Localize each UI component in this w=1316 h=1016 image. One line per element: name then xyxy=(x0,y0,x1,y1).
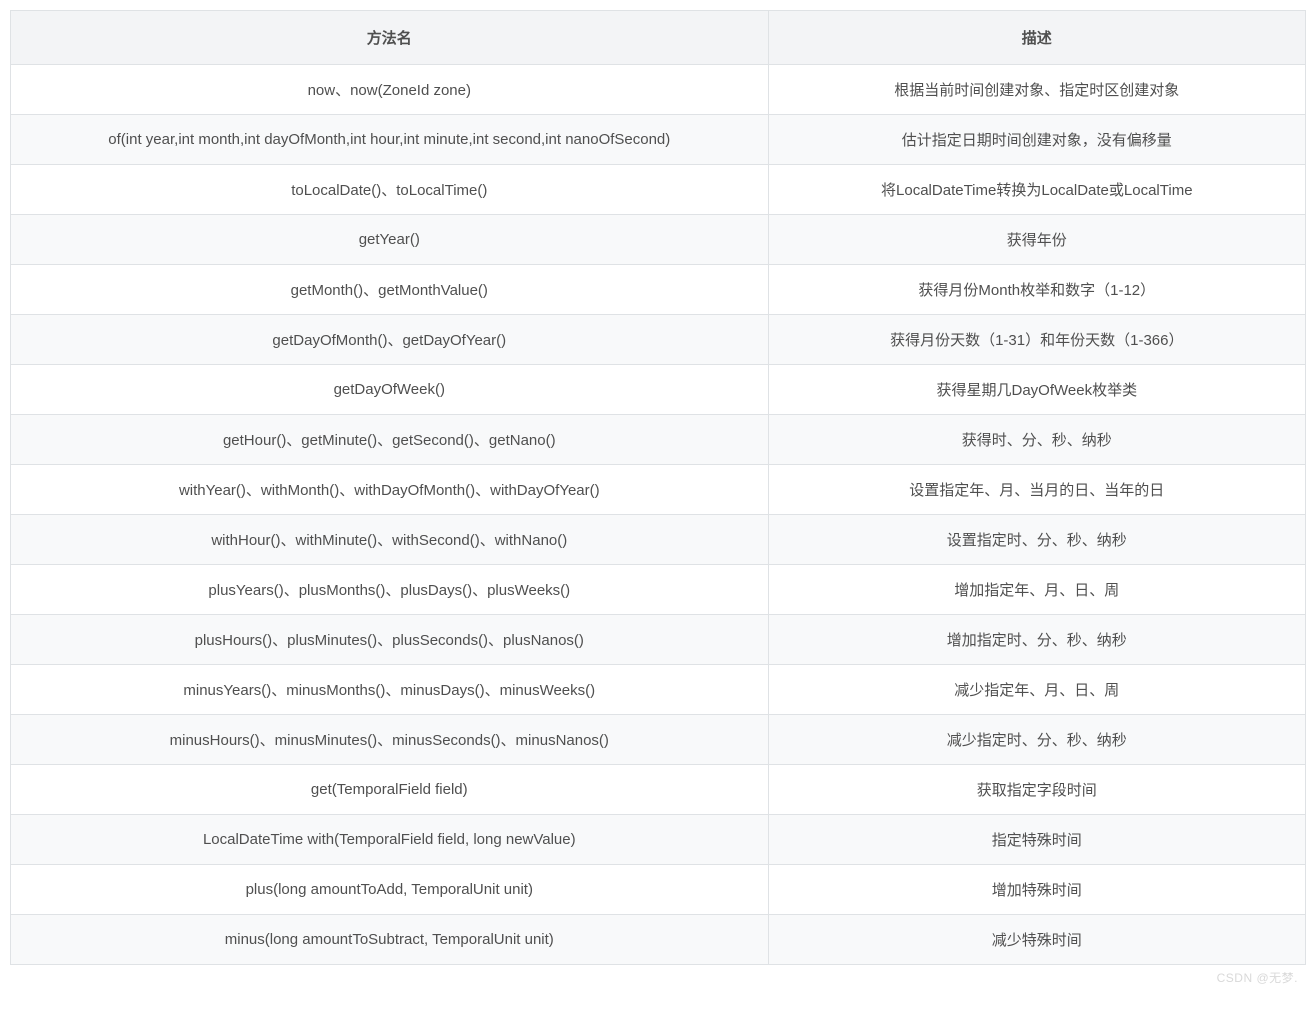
cell-description: 增加指定时、分、秒、纳秒 xyxy=(768,615,1305,665)
cell-description: 增加特殊时间 xyxy=(768,865,1305,915)
cell-method: getDayOfMonth()、getDayOfYear() xyxy=(11,315,769,365)
api-methods-table-wrapper: 方法名 描述 now、now(ZoneId zone)根据当前时间创建对象、指定… xyxy=(10,10,1306,986)
cell-description: 获得月份Month枚举和数字（1-12） xyxy=(768,265,1305,315)
cell-description: 增加指定年、月、日、周 xyxy=(768,565,1305,615)
table-row: toLocalDate()、toLocalTime()将LocalDateTim… xyxy=(11,165,1306,215)
cell-method: get(TemporalField field) xyxy=(11,765,769,815)
cell-method: minusYears()、minusMonths()、minusDays()、m… xyxy=(11,665,769,715)
cell-description: 估计指定日期时间创建对象，没有偏移量 xyxy=(768,115,1305,165)
cell-method: getMonth()、getMonthValue() xyxy=(11,265,769,315)
cell-method: getHour()、getMinute()、getSecond()、getNan… xyxy=(11,415,769,465)
cell-description: 减少特殊时间 xyxy=(768,915,1305,965)
cell-method: now、now(ZoneId zone) xyxy=(11,65,769,115)
cell-description: 获得月份天数（1-31）和年份天数（1-366） xyxy=(768,315,1305,365)
header-description: 描述 xyxy=(768,11,1305,65)
table-row: minusYears()、minusMonths()、minusDays()、m… xyxy=(11,665,1306,715)
cell-description: 指定特殊时间 xyxy=(768,815,1305,865)
cell-method: withHour()、withMinute()、withSecond()、wit… xyxy=(11,515,769,565)
cell-description: 设置指定时、分、秒、纳秒 xyxy=(768,515,1305,565)
table-row: of(int year,int month,int dayOfMonth,int… xyxy=(11,115,1306,165)
cell-method: withYear()、withMonth()、withDayOfMonth()、… xyxy=(11,465,769,515)
cell-method: toLocalDate()、toLocalTime() xyxy=(11,165,769,215)
cell-method: minus(long amountToSubtract, TemporalUni… xyxy=(11,915,769,965)
cell-description: 减少指定年、月、日、周 xyxy=(768,665,1305,715)
cell-method: of(int year,int month,int dayOfMonth,int… xyxy=(11,115,769,165)
table-row: minusHours()、minusMinutes()、minusSeconds… xyxy=(11,715,1306,765)
cell-description: 设置指定年、月、当月的日、当年的日 xyxy=(768,465,1305,515)
cell-method: plusYears()、plusMonths()、plusDays()、plus… xyxy=(11,565,769,615)
table-row: getDayOfMonth()、getDayOfYear()获得月份天数（1-3… xyxy=(11,315,1306,365)
cell-description: 获取指定字段时间 xyxy=(768,765,1305,815)
cell-description: 根据当前时间创建对象、指定时区创建对象 xyxy=(768,65,1305,115)
cell-description: 获得年份 xyxy=(768,215,1305,265)
table-row: now、now(ZoneId zone)根据当前时间创建对象、指定时区创建对象 xyxy=(11,65,1306,115)
table-row: getMonth()、getMonthValue()获得月份Month枚举和数字… xyxy=(11,265,1306,315)
watermark-text: CSDN @无梦. xyxy=(10,969,1306,986)
cell-description: 获得星期几DayOfWeek枚举类 xyxy=(768,365,1305,415)
table-row: getDayOfWeek()获得星期几DayOfWeek枚举类 xyxy=(11,365,1306,415)
table-row: plus(long amountToAdd, TemporalUnit unit… xyxy=(11,865,1306,915)
cell-description: 减少指定时、分、秒、纳秒 xyxy=(768,715,1305,765)
header-method: 方法名 xyxy=(11,11,769,65)
table-row: plusHours()、plusMinutes()、plusSeconds()、… xyxy=(11,615,1306,665)
table-row: get(TemporalField field)获取指定字段时间 xyxy=(11,765,1306,815)
table-header-row: 方法名 描述 xyxy=(11,11,1306,65)
cell-method: plusHours()、plusMinutes()、plusSeconds()、… xyxy=(11,615,769,665)
table-row: withHour()、withMinute()、withSecond()、wit… xyxy=(11,515,1306,565)
cell-description: 获得时、分、秒、纳秒 xyxy=(768,415,1305,465)
table-row: getHour()、getMinute()、getSecond()、getNan… xyxy=(11,415,1306,465)
cell-method: LocalDateTime with(TemporalField field, … xyxy=(11,815,769,865)
cell-method: minusHours()、minusMinutes()、minusSeconds… xyxy=(11,715,769,765)
table-row: withYear()、withMonth()、withDayOfMonth()、… xyxy=(11,465,1306,515)
api-methods-table: 方法名 描述 now、now(ZoneId zone)根据当前时间创建对象、指定… xyxy=(10,10,1306,965)
table-row: plusYears()、plusMonths()、plusDays()、plus… xyxy=(11,565,1306,615)
table-row: LocalDateTime with(TemporalField field, … xyxy=(11,815,1306,865)
table-row: getYear()获得年份 xyxy=(11,215,1306,265)
cell-description: 将LocalDateTime转换为LocalDate或LocalTime xyxy=(768,165,1305,215)
table-row: minus(long amountToSubtract, TemporalUni… xyxy=(11,915,1306,965)
cell-method: getDayOfWeek() xyxy=(11,365,769,415)
cell-method: getYear() xyxy=(11,215,769,265)
cell-method: plus(long amountToAdd, TemporalUnit unit… xyxy=(11,865,769,915)
